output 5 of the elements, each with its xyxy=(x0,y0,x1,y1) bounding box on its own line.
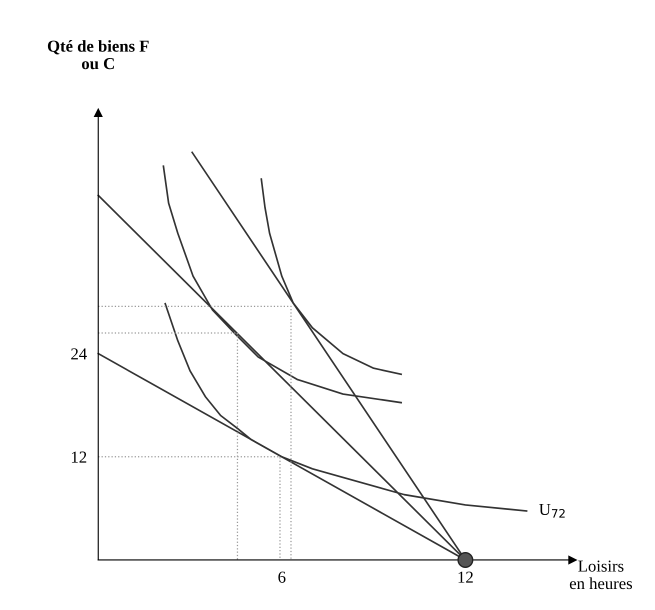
y-axis-title: Qté de biens F ou C xyxy=(48,40,149,70)
y-tick-label: 24 xyxy=(71,348,87,360)
x-tick-label: 6 xyxy=(278,572,286,583)
x-axis-title: Loisirs en heures xyxy=(570,560,632,590)
series-label: U$_{72}$ xyxy=(539,504,565,518)
